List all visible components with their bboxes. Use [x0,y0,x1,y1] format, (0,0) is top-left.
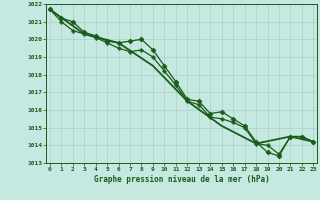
X-axis label: Graphe pression niveau de la mer (hPa): Graphe pression niveau de la mer (hPa) [94,175,269,184]
